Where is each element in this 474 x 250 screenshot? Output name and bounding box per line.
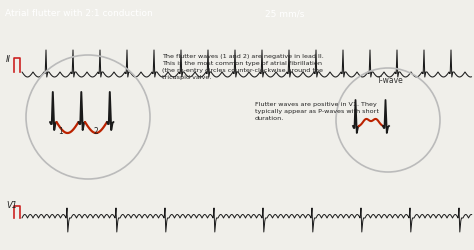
Text: Atrial flutter with 2:1 conduction: Atrial flutter with 2:1 conduction: [5, 9, 153, 18]
Text: 25 mm/s: 25 mm/s: [265, 9, 305, 18]
Text: 1: 1: [58, 127, 63, 136]
Text: T-wave: T-wave: [377, 76, 403, 85]
Text: Flutter waves are positive in V1. They
typically appear as P-waves with short
du: Flutter waves are positive in V1. They t…: [255, 102, 379, 121]
Text: II: II: [6, 55, 11, 64]
Text: The flutter waves (1 and 2) are negative in lead II.
This is the most common typ: The flutter waves (1 and 2) are negative…: [162, 54, 324, 80]
Text: V1: V1: [6, 201, 17, 210]
Text: 2: 2: [94, 127, 99, 136]
